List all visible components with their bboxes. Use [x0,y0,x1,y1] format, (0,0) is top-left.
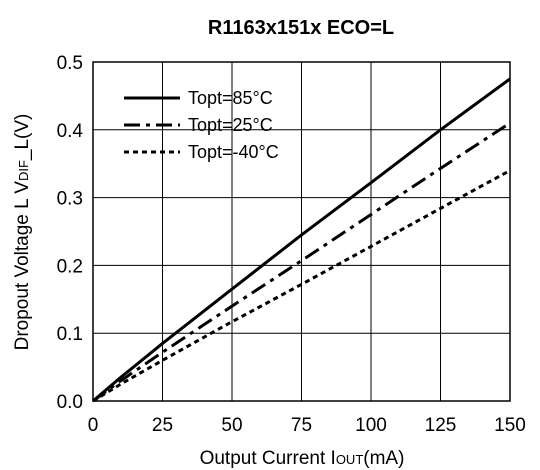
x-tick-labels: 0 25 50 75 100 125 150 [88,415,526,436]
x-tick-label: 125 [425,415,457,436]
y-axis-label-sub: DIF [16,160,31,181]
y-tick-label: 0.4 [57,121,84,142]
legend: Topt=85°C Topt=25°C Topt=-40°C [124,88,279,162]
y-tick-label: 0.3 [57,189,83,210]
plot-frame [92,61,511,402]
series-line-2 [92,169,511,403]
x-tick-label: 150 [494,415,526,436]
series-line-0 [92,77,511,403]
legend-label-1: Topt=25°C [188,115,273,135]
x-axis-label-unit: (mA) [363,448,404,469]
y-tick-label: 0.0 [57,392,83,413]
x-axis-label-main: Output Current I [200,448,336,469]
x-tick-label: 50 [221,415,242,436]
y-tick-label: 0.1 [57,324,83,345]
x-tick-label: 100 [355,415,387,436]
y-axis-label: Dropout Voltage L VDIF_L(V) [12,114,33,351]
y-tick-labels: 0.0 0.1 0.2 0.3 0.4 0.5 [57,53,84,413]
legend-label-0: Topt=85°C [188,88,273,108]
y-tick-label: 0.2 [57,256,83,277]
y-axis-label-main: Dropout Voltage L V [12,181,33,351]
series-lines [92,77,511,403]
x-axis-label-sub: OUT [336,452,364,467]
x-tick-label: 25 [152,415,173,436]
x-tick-label: 0 [88,415,99,436]
y-tick-label: 0.5 [57,53,83,74]
x-axis-label: Output Current IOUT(mA) [200,448,405,469]
x-tick-label: 75 [291,415,312,436]
chart-title: R1163x151x ECO=L [208,17,394,39]
y-axis-label-unit: _L(V) [12,114,33,161]
legend-label-2: Topt=-40°C [188,142,279,162]
series-line-1 [92,121,511,403]
